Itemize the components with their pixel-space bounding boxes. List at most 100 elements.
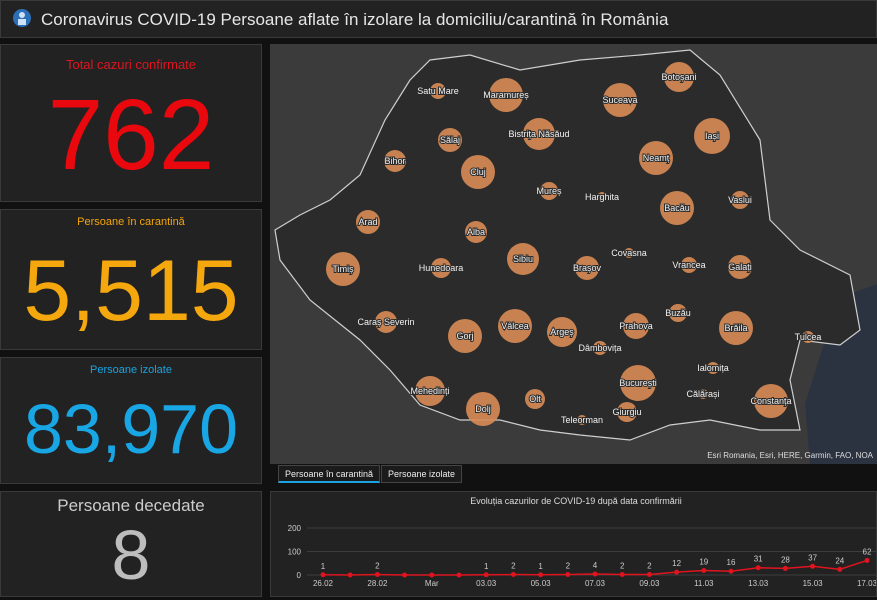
county-label: Ialomița bbox=[697, 363, 729, 373]
county-label: Sibiu bbox=[513, 254, 533, 264]
data-point bbox=[374, 572, 380, 578]
county-marker bbox=[731, 191, 749, 209]
county-label: Timiș bbox=[332, 264, 354, 274]
panel-value: 83,970 bbox=[23, 390, 239, 468]
county-marker bbox=[719, 311, 753, 345]
x-tick-label: 17.03 bbox=[857, 579, 877, 588]
data-point bbox=[701, 568, 707, 574]
county-label: Maramureș bbox=[483, 90, 529, 100]
data-label: 12 bbox=[672, 559, 681, 568]
county-label: Neamț bbox=[643, 153, 670, 163]
county-marker bbox=[620, 365, 656, 401]
county-label: București bbox=[619, 378, 657, 388]
county-marker bbox=[356, 210, 380, 234]
tab[interactable]: Persoane izolate bbox=[381, 465, 463, 483]
county-label: Caraș Severin bbox=[357, 317, 414, 327]
county-marker bbox=[489, 78, 523, 112]
county-marker bbox=[623, 313, 649, 339]
data-point bbox=[782, 565, 788, 571]
county-label: Gorj bbox=[456, 331, 473, 341]
x-tick-label: Mar bbox=[425, 579, 439, 588]
county-marker bbox=[681, 257, 697, 273]
data-point bbox=[646, 572, 652, 578]
county-marker bbox=[431, 258, 451, 278]
data-point bbox=[810, 563, 816, 569]
x-tick-label: 07.03 bbox=[585, 579, 606, 588]
y-tick-label: 100 bbox=[288, 548, 302, 557]
county-label: Brașov bbox=[573, 263, 602, 273]
county-marker bbox=[617, 402, 637, 422]
county-label: Botoșani bbox=[661, 72, 696, 82]
panel-value: 8 bbox=[111, 516, 151, 594]
county-label: Cluj bbox=[470, 167, 486, 177]
county-marker bbox=[438, 128, 462, 152]
header: Coronavirus COVID-19 Persoane aflate în … bbox=[0, 0, 877, 38]
county-marker bbox=[694, 118, 730, 154]
x-tick-label: 13.03 bbox=[748, 579, 769, 588]
county-marker bbox=[465, 221, 487, 243]
panel-isolated: Persoane izolate 83,970 bbox=[0, 357, 262, 484]
map-attribution: Esri Romania, Esri, HERE, Garmin, FAO, N… bbox=[707, 451, 873, 460]
data-label: 31 bbox=[754, 555, 763, 564]
county-marker bbox=[728, 255, 752, 279]
data-label: 19 bbox=[699, 558, 708, 567]
county-label: Covasna bbox=[611, 248, 647, 258]
county-label: Vaslui bbox=[728, 195, 752, 205]
county-marker bbox=[461, 155, 495, 189]
county-label: Dâmbovița bbox=[578, 343, 621, 353]
county-marker bbox=[575, 256, 599, 280]
header-title: Coronavirus COVID-19 Persoane aflate în … bbox=[41, 10, 669, 29]
x-tick-label: 28.02 bbox=[367, 579, 388, 588]
data-point bbox=[510, 572, 516, 578]
county-label: Arad bbox=[358, 217, 377, 227]
county-label: Dolj bbox=[475, 404, 491, 414]
county-label: Brăila bbox=[724, 323, 747, 333]
county-marker bbox=[597, 192, 607, 202]
county-marker bbox=[384, 150, 406, 172]
data-point bbox=[592, 571, 598, 577]
panel-confirmed: Total cazuri confirmate 762 bbox=[0, 44, 262, 202]
panel-value: 5,515 bbox=[23, 243, 239, 339]
county-label: Suceava bbox=[602, 95, 637, 105]
county-label: Sălaj bbox=[440, 135, 460, 145]
county-marker bbox=[507, 243, 539, 275]
data-point bbox=[619, 572, 625, 578]
data-point bbox=[565, 572, 571, 578]
county-marker bbox=[547, 317, 577, 347]
county-label: Călărași bbox=[686, 389, 719, 399]
county-label: Mehedinți bbox=[410, 386, 449, 396]
data-point bbox=[864, 557, 870, 563]
data-label: 2 bbox=[647, 562, 652, 571]
county-marker bbox=[754, 384, 788, 418]
county-label: Tulcea bbox=[795, 332, 822, 342]
data-label: 2 bbox=[620, 562, 625, 571]
data-point bbox=[674, 569, 680, 575]
county-marker bbox=[698, 389, 708, 399]
county-marker bbox=[624, 248, 634, 258]
panel-label: Persoane decedate bbox=[57, 496, 205, 515]
county-marker bbox=[430, 83, 446, 99]
panel-quarantine: Persoane în carantină 5,515 bbox=[0, 209, 262, 350]
data-point bbox=[402, 572, 408, 578]
county-marker bbox=[669, 304, 687, 322]
tab[interactable]: Persoane în carantină bbox=[278, 465, 381, 483]
data-point bbox=[320, 572, 326, 578]
county-marker bbox=[523, 118, 555, 150]
county-marker bbox=[660, 191, 694, 225]
county-marker bbox=[664, 62, 694, 92]
county-marker bbox=[802, 331, 814, 343]
data-point bbox=[347, 572, 353, 578]
county-marker bbox=[375, 311, 397, 333]
county-label: Argeș bbox=[550, 327, 574, 337]
county-marker bbox=[415, 376, 445, 406]
data-label: 62 bbox=[863, 547, 872, 556]
data-label: 1 bbox=[484, 562, 489, 571]
county-label: Vâlcea bbox=[501, 321, 529, 331]
county-label: Hunedoara bbox=[419, 263, 464, 273]
panel-label: Persoane în carantină bbox=[77, 216, 185, 228]
county-label: Satu Mare bbox=[417, 86, 459, 96]
county-marker bbox=[498, 309, 532, 343]
data-point bbox=[483, 572, 489, 578]
county-marker bbox=[525, 389, 545, 409]
